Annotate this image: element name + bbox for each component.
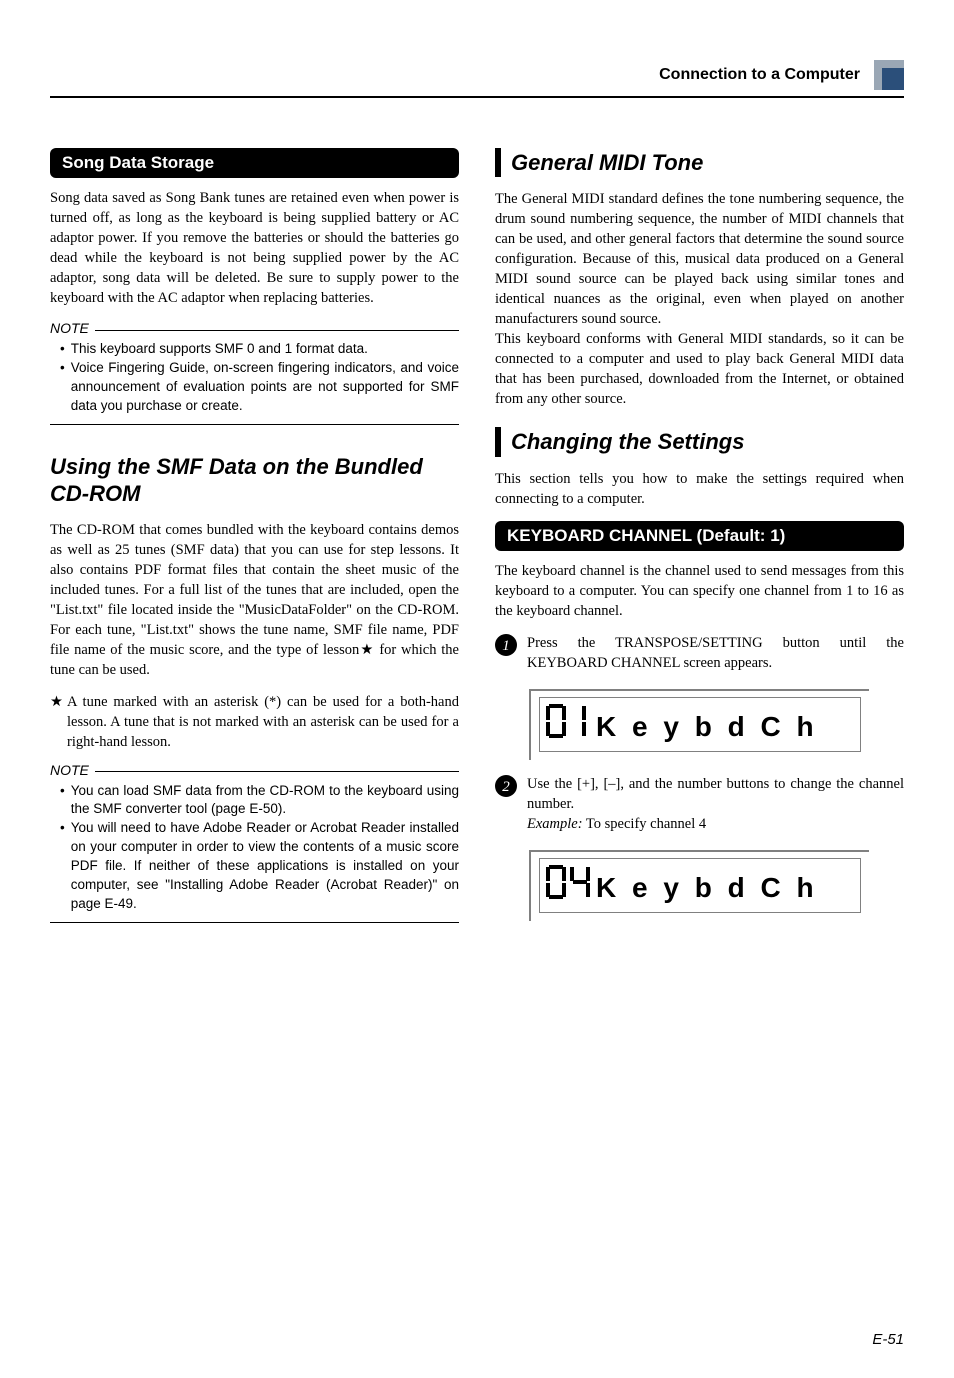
lcd-inner: K e y b d C h [539,697,861,752]
svg-text:2: 2 [502,779,510,795]
step-1-text: Press the TRANSPOSE/SETTING button until… [527,633,904,673]
changing-settings-title: Changing the Settings [511,427,744,456]
bullet-icon: • [60,340,65,359]
note-label-1: NOTE [50,320,459,336]
lcd-display-1: K e y b d C h [529,689,869,760]
general-midi-paragraph-a: The General MIDI standard defines the to… [495,189,904,329]
general-midi-title: General MIDI Tone [511,148,703,177]
note-end-rule-1 [50,424,459,425]
smf-cdrom-title: Using the SMF Data on the Bundled CD-ROM [50,453,459,508]
lcd-content: K e y b d C h [546,863,854,908]
general-midi-title-row: General MIDI Tone [495,148,904,177]
step-1: 1 Press the TRANSPOSE/SETTING button unt… [495,633,904,673]
lcd-display-2: K e y b d C h [529,850,869,921]
keyboard-channel-paragraph: The keyboard channel is the channel used… [495,561,904,621]
title-bar-icon [495,427,501,456]
step-number-1-icon: 1 [495,634,517,656]
page-header: Connection to a Computer [50,60,904,90]
note-text: NOTE [50,320,89,336]
star-icon: ★ [50,692,63,752]
note-item: •You can load SMF data from the CD-ROM t… [60,782,459,820]
step-2: 2 Use the [+], [–], and the number butto… [495,774,904,834]
corner-marker-icon [874,60,904,90]
bullet-icon: • [60,359,65,416]
lcd-1-number [546,704,590,749]
right-column: General MIDI Tone The General MIDI stand… [495,148,904,951]
note-text: NOTE [50,762,89,778]
note-label-2: NOTE [50,762,459,778]
lcd-2-number [546,865,590,910]
star-footnote-text: A tune marked with an asterisk (*) can b… [67,692,459,752]
note-item: •Voice Fingering Guide, on-screen finger… [60,359,459,416]
step-number-2-icon: 2 [495,775,517,797]
note-item-text: Voice Fingering Guide, on-screen fingeri… [71,359,459,416]
step-2-example-label: Example: [527,816,583,832]
smf-cdrom-paragraph: The CD-ROM that comes bundled with the k… [50,520,459,680]
note-rule [95,771,459,772]
note-item: •You will need to have Adobe Reader or A… [60,819,459,913]
lcd-inner: K e y b d C h [539,858,861,913]
lcd-content: K e y b d C h [546,702,854,747]
step-2-main: Use the [+], [–], and the number buttons… [527,776,904,812]
header-title: Connection to a Computer [659,66,860,84]
note-list-2: •You can load SMF data from the CD-ROM t… [50,778,459,922]
bullet-icon: • [60,782,65,820]
note-item-text: You can load SMF data from the CD-ROM to… [71,782,459,820]
svg-text:1: 1 [502,638,510,654]
song-data-storage-paragraph: Song data saved as Song Bank tunes are r… [50,188,459,308]
page-number: E-51 [50,1331,904,1348]
content-columns: Song Data Storage Song data saved as Son… [50,148,904,951]
changing-settings-paragraph: This section tells you how to make the s… [495,469,904,509]
star-footnote: ★ A tune marked with an asterisk (*) can… [50,692,459,752]
step-2-example-text: To specify channel 4 [583,816,707,832]
note-end-rule-2 [50,922,459,923]
song-data-storage-heading: Song Data Storage [50,148,459,178]
lcd-2-text: K e y b d C h [596,872,818,904]
note-item: • This keyboard supports SMF 0 and 1 form… [60,340,459,359]
general-midi-paragraph-b: This keyboard conforms with General MIDI… [495,329,904,409]
changing-settings-title-row: Changing the Settings [495,427,904,456]
note-item-text: You will need to have Adobe Reader or Ac… [71,819,459,913]
note-list-1: • This keyboard supports SMF 0 and 1 form… [50,336,459,424]
lcd-1-text: K e y b d C h [596,711,818,743]
header-rule [50,96,904,98]
left-column: Song Data Storage Song data saved as Son… [50,148,459,951]
note-rule [95,330,459,331]
bullet-icon: • [60,819,65,913]
note-item-text: This keyboard supports SMF 0 and 1 forma… [71,340,459,359]
keyboard-channel-heading: KEYBOARD CHANNEL (Default: 1) [495,521,904,551]
step-2-text: Use the [+], [–], and the number buttons… [527,774,904,834]
title-bar-icon [495,148,501,177]
